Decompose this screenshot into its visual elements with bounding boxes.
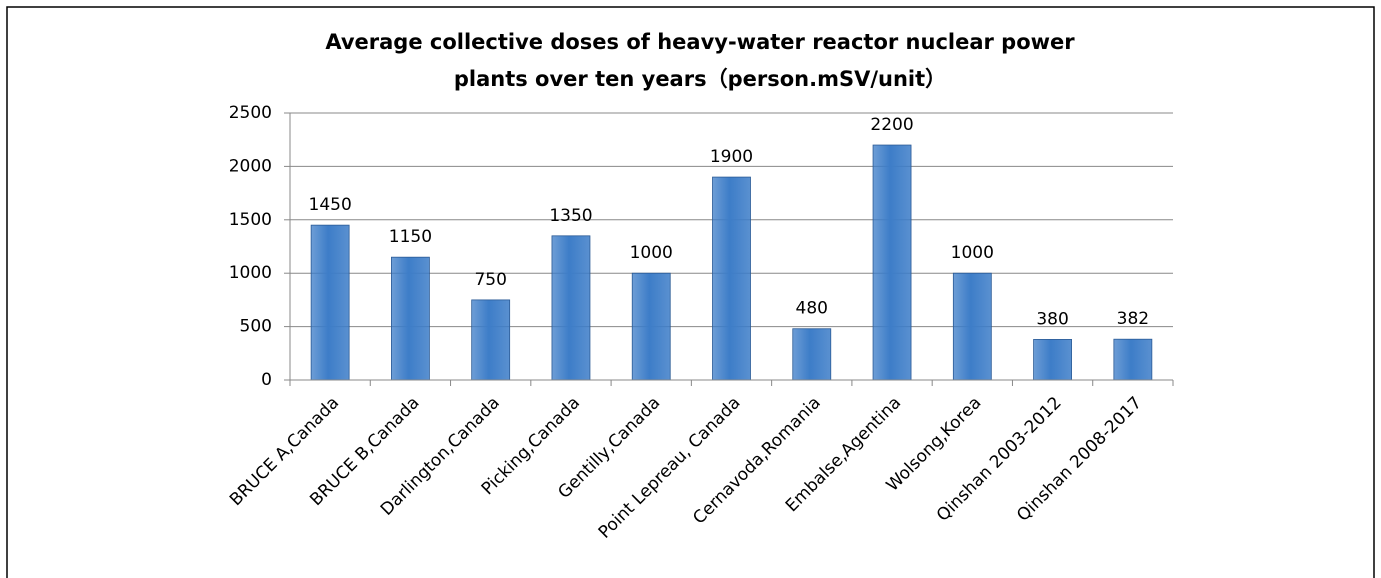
y-tick-label: 1000 <box>229 263 272 283</box>
bar <box>872 144 912 381</box>
value-label: 1350 <box>549 206 592 226</box>
value-label: 1900 <box>710 147 753 167</box>
value-label: 1000 <box>630 243 673 263</box>
chart-title: Average collective doses of heavy-water … <box>325 30 1075 54</box>
value-label: 750 <box>474 270 506 290</box>
bar <box>471 299 511 381</box>
value-label: 382 <box>1117 309 1149 329</box>
bar <box>952 272 992 381</box>
bar <box>1113 338 1153 381</box>
value-label: 2200 <box>870 115 913 135</box>
bar <box>551 235 591 381</box>
value-label: 1000 <box>951 243 994 263</box>
y-tick-label: 0 <box>261 370 272 390</box>
bar <box>1033 339 1072 381</box>
value-label: 480 <box>796 299 828 319</box>
y-tick-label: 2000 <box>229 156 272 176</box>
bar <box>712 176 751 381</box>
bar <box>310 224 350 381</box>
bar <box>391 256 430 381</box>
value-label: 1450 <box>309 195 352 215</box>
frame <box>6 6 1375 578</box>
chart-title: plants over ten years（person.mSV/unit） <box>454 67 946 91</box>
bar <box>631 272 671 381</box>
value-label: 380 <box>1036 309 1068 329</box>
x-tick-label: Point Lepreau, Canada <box>595 393 745 543</box>
bar <box>792 328 832 381</box>
y-tick-label: 1500 <box>229 210 272 230</box>
y-tick-label: 2500 <box>229 103 272 123</box>
value-label: 1150 <box>389 227 432 247</box>
y-tick-label: 500 <box>240 317 272 337</box>
